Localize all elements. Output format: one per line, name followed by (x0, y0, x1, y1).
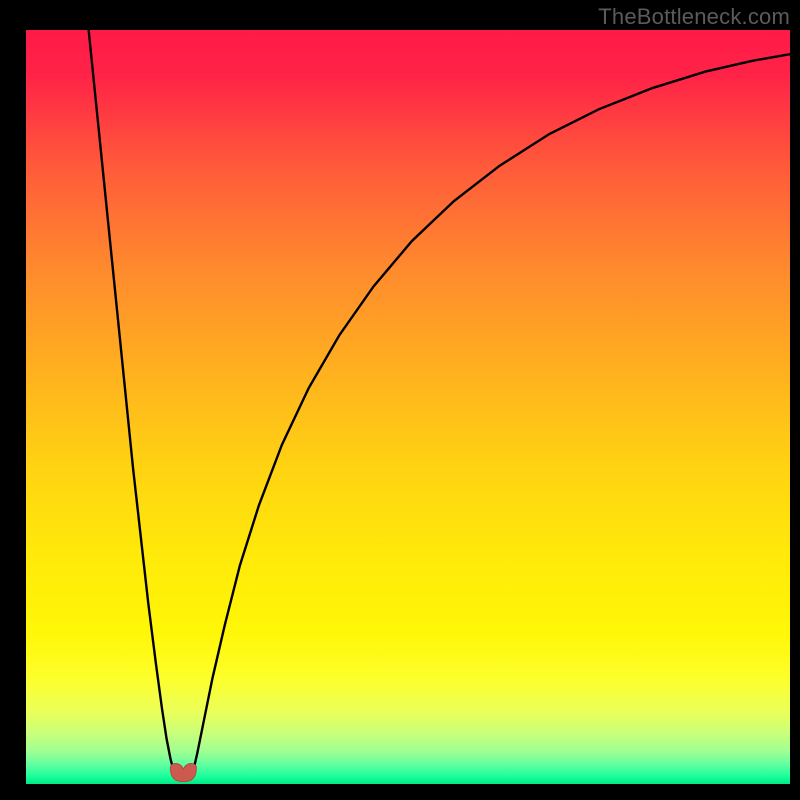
plot-area (26, 30, 790, 784)
plot-svg (26, 30, 790, 784)
watermark-text: TheBottleneck.com (598, 4, 790, 30)
gradient-background (26, 30, 790, 784)
chart-frame: TheBottleneck.com (0, 0, 800, 800)
